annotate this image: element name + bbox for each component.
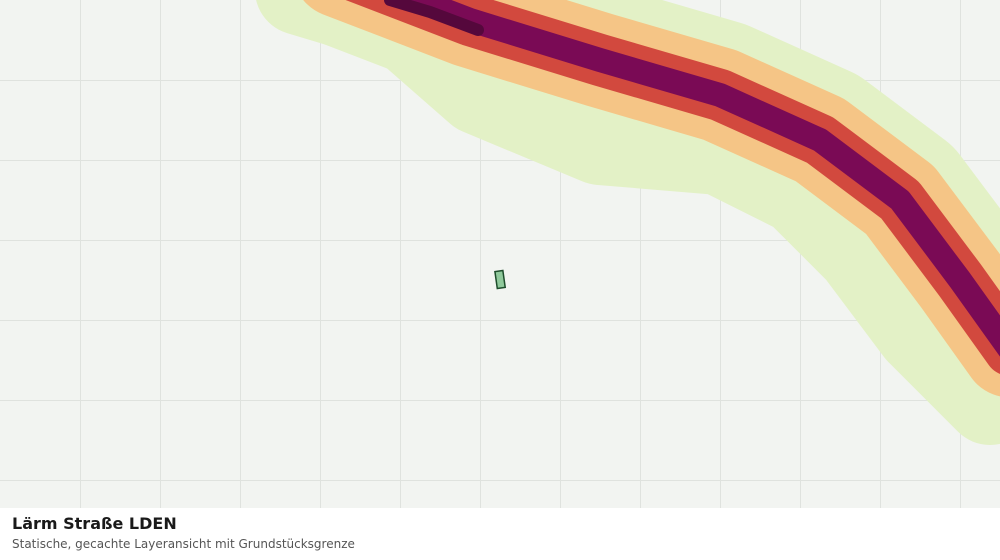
- noise-zone-very-high: [384, 0, 1000, 357]
- parcel-boundary[interactable]: [494, 269, 507, 290]
- map-view[interactable]: [0, 0, 1000, 508]
- noise-zone-peak: [384, 0, 484, 36]
- layer-title: Lärm Straße LDEN: [12, 514, 177, 533]
- layer-subtitle: Statische, gecachte Layeransicht mit Gru…: [12, 537, 355, 551]
- noise-layer: [256, 0, 1000, 445]
- caption: Lärm Straße LDEN Statische, gecachte Lay…: [0, 508, 1000, 560]
